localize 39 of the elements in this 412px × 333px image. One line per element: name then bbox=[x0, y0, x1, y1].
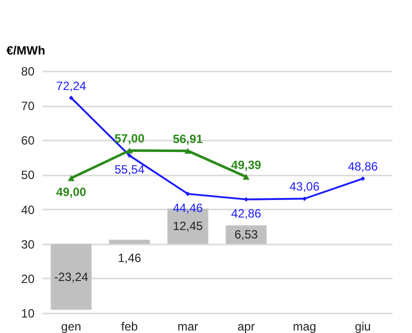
x-tick-label: feb bbox=[121, 320, 138, 333]
y-tick-label: 50 bbox=[21, 168, 35, 182]
data-label: 56,91 bbox=[172, 132, 204, 146]
point bbox=[360, 176, 366, 181]
data-label: 49,39 bbox=[231, 158, 262, 172]
x-tick-label: gen bbox=[61, 320, 82, 333]
point bbox=[184, 148, 192, 154]
data-label: 44,46 bbox=[172, 200, 204, 215]
point bbox=[242, 174, 250, 180]
x-tick-label: giu bbox=[354, 320, 371, 333]
y-tick-label: 20 bbox=[21, 272, 35, 286]
data-label: 55,54 bbox=[114, 162, 145, 177]
x-tick-label: mag bbox=[292, 320, 316, 333]
y-tick-label: 10 bbox=[21, 306, 35, 320]
data-label: 57,00 bbox=[114, 132, 145, 146]
y-tick-label: 30 bbox=[21, 237, 35, 252]
point bbox=[68, 96, 74, 100]
data-label: -23,24 bbox=[54, 270, 89, 284]
data-label: 12,45 bbox=[172, 219, 204, 234]
x-tick-label: apr bbox=[237, 320, 255, 333]
data-label: 6,53 bbox=[234, 228, 258, 242]
point bbox=[127, 153, 132, 158]
x-tick-label: mar bbox=[177, 320, 198, 333]
y-axis-title: €/MWh bbox=[6, 44, 46, 58]
data-label: 72,24 bbox=[56, 78, 87, 93]
bar bbox=[109, 240, 150, 244]
data-label: 43,06 bbox=[289, 180, 320, 194]
y-tick-label: 40 bbox=[21, 202, 35, 217]
y-tick-label: 70 bbox=[21, 99, 35, 114]
point bbox=[68, 175, 75, 182]
y-tick-label: 60 bbox=[21, 134, 35, 148]
point bbox=[186, 192, 190, 196]
bar bbox=[50, 244, 92, 310]
data-label: 49,00 bbox=[56, 185, 87, 200]
y-tick-label: 80 bbox=[21, 64, 35, 78]
data-label: 1,46 bbox=[118, 250, 142, 265]
data-label: 48,86 bbox=[348, 160, 378, 174]
point bbox=[126, 148, 133, 154]
data-label: 42,86 bbox=[231, 206, 262, 220]
